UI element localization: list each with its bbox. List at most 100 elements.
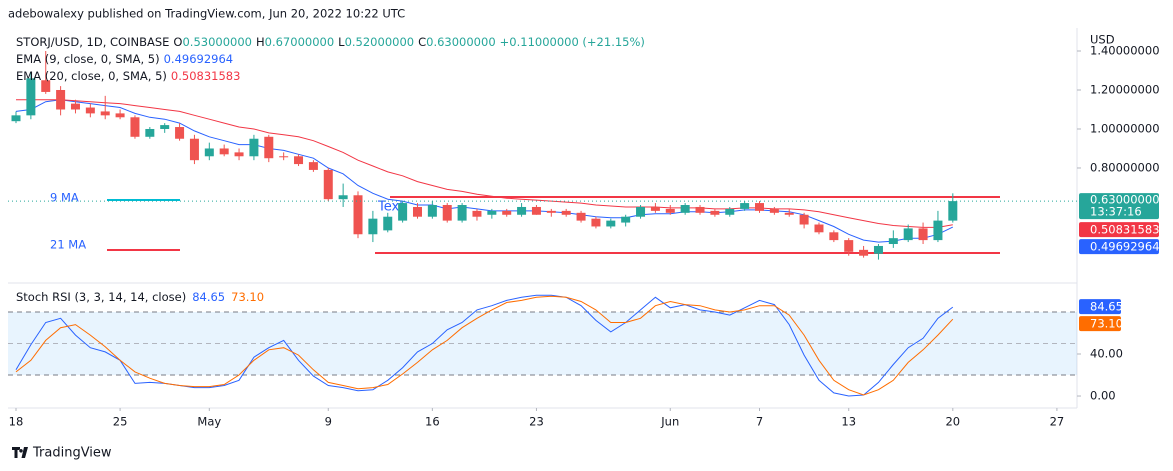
candle-body <box>26 78 36 116</box>
x-tick-label: 16 <box>425 415 440 429</box>
ema-line <box>16 99 953 228</box>
candle-body <box>784 212 794 215</box>
legend: EMA (9, close, 0, SMA, 5) 0.49692964 <box>16 52 233 66</box>
legend-item: 0.50831583 <box>171 69 241 83</box>
legend-item: C <box>418 35 426 49</box>
last-price-label: 0.63000000 <box>1090 193 1160 207</box>
legend-item: 0.67000000 <box>265 35 335 49</box>
candle-body <box>517 206 527 215</box>
legend-item: 0.49692964 <box>164 52 234 66</box>
candle-body <box>769 208 779 213</box>
ema-value-label: 0.49692964 <box>1090 240 1160 254</box>
candle-body <box>56 89 66 110</box>
x-tick-label: 25 <box>113 415 128 429</box>
candle-body <box>398 203 408 221</box>
y-tick-label: 1.00000000 <box>1090 121 1160 135</box>
legend-item: 0.53000000 <box>182 35 252 49</box>
candle-body <box>948 201 958 221</box>
candle-body <box>204 148 214 157</box>
annotation: 21 MA <box>50 238 86 252</box>
candle-body <box>353 195 363 235</box>
legend-item: EMA (9, close, 0, SMA, 5) <box>16 52 160 66</box>
candle-body <box>725 208 735 215</box>
unit-label: USD <box>1090 33 1115 47</box>
candle-body <box>829 232 839 241</box>
candle-body <box>308 162 318 170</box>
candle-body <box>427 205 437 217</box>
x-tick-label: 13 <box>841 415 856 429</box>
y-tick-label: 0.00 <box>1090 389 1116 403</box>
candle-body <box>323 169 333 200</box>
candle-body <box>189 138 199 161</box>
x-tick-label: 27 <box>1050 415 1065 429</box>
y-tick-label: 1.40000000 <box>1090 44 1160 58</box>
candle-body <box>755 203 764 211</box>
last-price-box <box>1079 193 1159 220</box>
footer: TradingView <box>32 446 112 461</box>
candle-body <box>903 228 913 241</box>
ema-value-box <box>1079 239 1159 255</box>
candle-body <box>85 107 95 114</box>
candle-body <box>11 115 21 122</box>
stoch-value-label: 84.65 <box>1090 300 1123 314</box>
candle-body <box>576 212 586 221</box>
candle-body <box>844 240 854 252</box>
candle-body <box>115 113 125 118</box>
candle-body <box>383 216 393 231</box>
legend: EMA (20, close, 0, SMA, 5) 0.50831583 <box>16 69 240 83</box>
legend-item: L <box>338 35 345 49</box>
y-tick-label: 40.00 <box>1090 347 1123 361</box>
candle-body <box>264 136 274 159</box>
candle-body <box>636 206 646 217</box>
candle-body <box>621 216 631 223</box>
candle-body <box>145 128 155 137</box>
legend-item: 0.52000000 <box>345 35 415 49</box>
stoch-line <box>15 295 954 396</box>
candle-body <box>41 80 51 92</box>
candle-body <box>695 206 705 213</box>
candle-body <box>888 238 898 245</box>
candle-body <box>680 205 690 213</box>
candle-body <box>279 156 289 158</box>
legend-item: EMA (20, close, 0, SMA, 5) <box>16 69 167 83</box>
candle-body <box>234 152 244 157</box>
x-tick-label: 18 <box>9 415 24 429</box>
ema-value-box <box>1079 222 1159 238</box>
y-tick-label: 0.80000000 <box>1090 160 1160 174</box>
candle-body <box>294 156 304 165</box>
annotation: Text <box>377 200 404 215</box>
legend: Stoch RSI (3, 3, 14, 14, close) 84.65 73.1… <box>16 290 264 304</box>
legend-item: 0.63000000 <box>426 35 496 49</box>
ema-line <box>15 99 954 243</box>
candle-body <box>160 125 170 129</box>
candle-body <box>487 210 497 215</box>
legend-item: 84.65 <box>192 290 225 304</box>
stoch-value-box <box>1079 299 1121 315</box>
stoch-value-label: 73.10 <box>1090 317 1123 331</box>
candle-body <box>606 220 616 227</box>
candle-body <box>219 148 229 155</box>
chart-title: adebowalexy published on TradingView.com… <box>8 7 405 21</box>
stoch-value-box <box>1079 316 1121 332</box>
candle-body <box>546 210 556 213</box>
candle-body <box>740 203 750 209</box>
legend-item: STORJ/USD, 1D, COINBASE <box>16 35 169 49</box>
candle-body <box>531 206 541 215</box>
candle-body <box>591 218 601 227</box>
candle-body <box>814 224 824 233</box>
footer-logo <box>12 447 28 458</box>
legend-item: 73.10 <box>231 290 264 304</box>
legend-item: O <box>173 35 182 49</box>
candle-body <box>338 195 348 200</box>
candle-body <box>918 228 928 241</box>
candle-body <box>442 205 452 221</box>
legend-item: +0.11000000 (+21.15%) <box>500 35 645 49</box>
y-tick-label: 1.20000000 <box>1090 82 1160 96</box>
candle-body <box>710 210 720 215</box>
candle-body <box>70 103 80 110</box>
x-tick-label: 23 <box>529 415 544 429</box>
x-tick-label: Jun <box>660 415 679 429</box>
x-tick-label: 9 <box>325 415 332 429</box>
legend: STORJ/USD, 1D, COINBASE O0.53000000 H0.670… <box>16 35 645 49</box>
